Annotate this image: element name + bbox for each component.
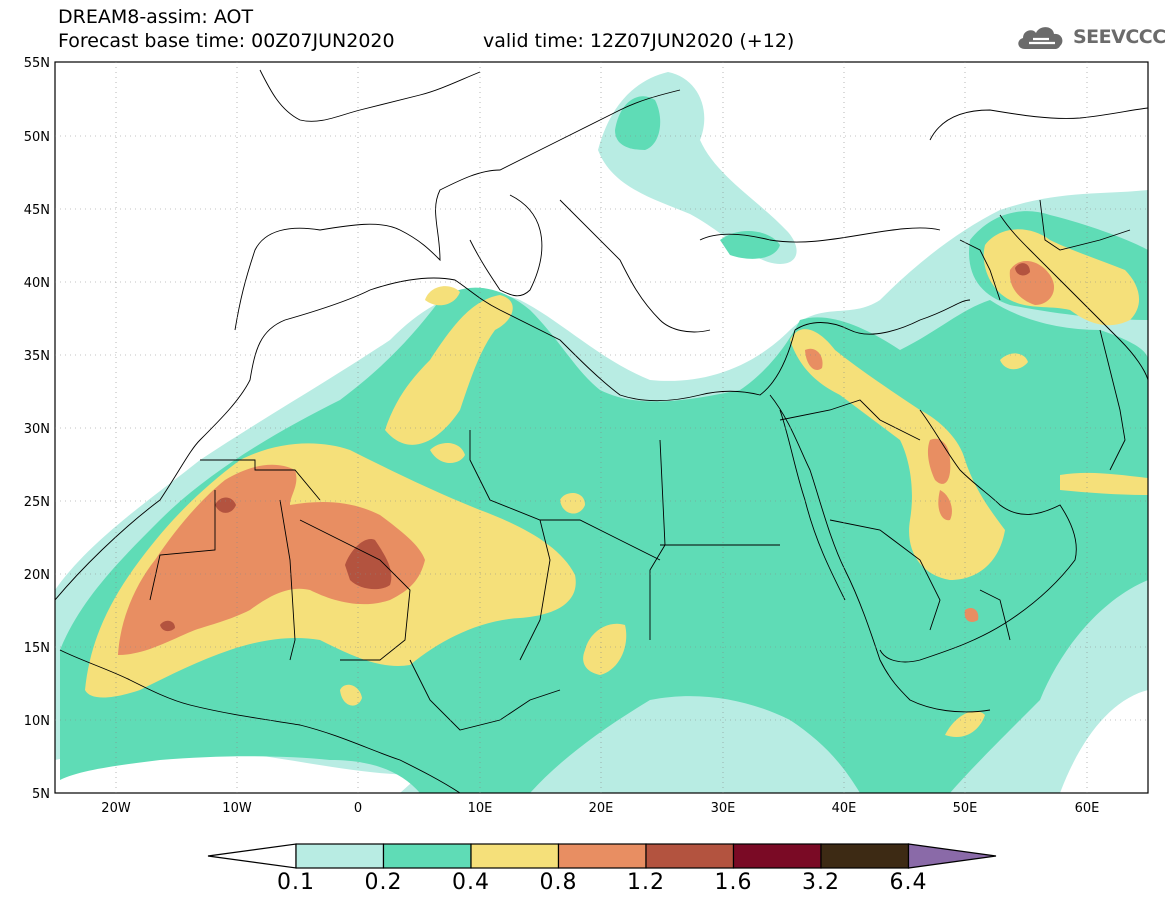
lat-label: 35N	[24, 349, 50, 364]
colorbar-label: 3.2	[802, 870, 840, 895]
coastlines-borders	[55, 69, 1148, 793]
valid-time: valid time: 12Z07JUN2020 (+12)	[483, 30, 795, 52]
lon-label: 50E	[953, 801, 978, 816]
lat-label: 5N	[32, 787, 50, 802]
colorbar-swatch	[382, 843, 472, 869]
colorbar-label: 1.6	[714, 870, 753, 895]
lat-label: 40N	[24, 276, 50, 291]
lon-label: 40E	[832, 801, 857, 816]
lat-tick-labels: 55N 50N 45N 40N 35N 30N 25N 20N 15N 10N …	[24, 56, 50, 802]
lat-label: 10N	[24, 714, 50, 729]
forecast-time-line: Forecast base time: 00Z07JUN2020 valid ti…	[58, 30, 794, 52]
lat-label: 30N	[24, 422, 50, 437]
seevccc-logo: SEEVCCC	[1015, 22, 1165, 52]
lon-label: 10W	[222, 801, 252, 816]
lon-label: 20W	[101, 801, 131, 816]
colorbar	[207, 843, 997, 869]
gridlines	[55, 62, 1148, 793]
cloud-icon	[1018, 27, 1063, 49]
lat-label: 15N	[24, 641, 50, 656]
colorbar-swatch	[557, 843, 647, 869]
map-title: DREAM8-assim: AOT	[58, 6, 254, 28]
lat-label: 20N	[24, 568, 50, 583]
colorbar-swatch	[295, 843, 385, 869]
colorbar-label: 6.4	[889, 870, 928, 895]
lon-tick-labels: 20W 10W 0 10E 20E 30E 40E 50E 60E	[101, 801, 1099, 816]
lon-label: 0	[354, 801, 362, 816]
lat-label: 25N	[24, 495, 50, 510]
lon-label: 30E	[711, 801, 736, 816]
lon-label: 20E	[589, 801, 614, 816]
aot-level-1.2	[345, 539, 392, 590]
colorbar-high-arrow	[907, 843, 997, 869]
lon-label: 10E	[468, 801, 493, 816]
colorbar-swatch	[470, 843, 560, 869]
aot-field	[55, 62, 1148, 793]
colorbar-swatch	[820, 843, 910, 869]
base-time: Forecast base time: 00Z07JUN2020	[58, 30, 395, 52]
lat-label: 45N	[24, 203, 50, 218]
colorbar-label: 0.2	[364, 870, 403, 895]
aot-level-0.8	[118, 464, 425, 655]
aot-arabia-yellow	[790, 329, 1005, 580]
colorbar-low-arrow	[207, 843, 297, 869]
lon-label: 60E	[1075, 801, 1100, 816]
colorbar-swatch	[645, 843, 735, 869]
lat-label: 55N	[24, 56, 50, 71]
colorbar-label: 1.2	[627, 870, 665, 895]
colorbar-label: 0.1	[277, 870, 315, 895]
lat-label: 50N	[24, 130, 50, 145]
colorbar-label: 0.4	[452, 870, 490, 895]
logo-text: SEEVCCC	[1073, 26, 1165, 48]
colorbar-swatch	[732, 843, 822, 869]
colorbar-label: 0.8	[539, 870, 578, 895]
map-frame	[54, 61, 1149, 794]
colorbar-labels: 0.1 0.2 0.4 0.8 1.2 1.6 3.2 6.4	[0, 870, 1165, 900]
